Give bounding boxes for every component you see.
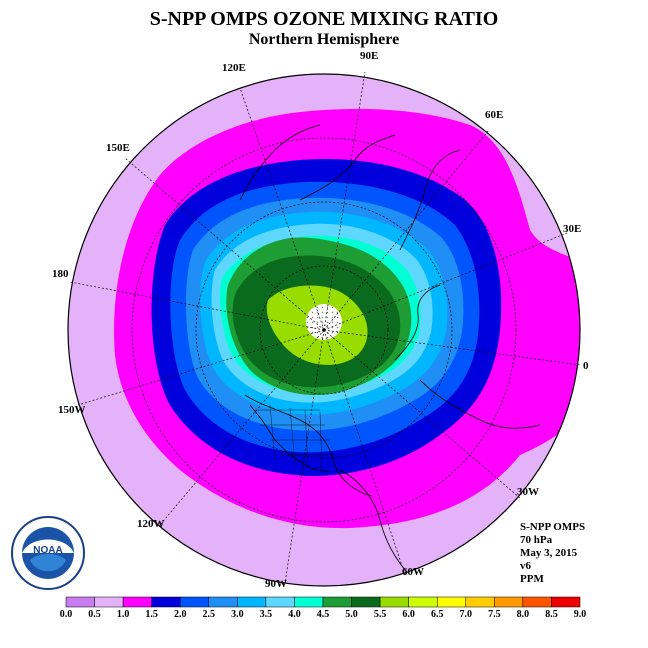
- noaa-logo: NOAA: [11, 516, 85, 590]
- info-instrument: S-NPP OMPS: [520, 521, 586, 533]
- colorbar-tick-label: 9.0: [573, 609, 587, 620]
- colorbar-swatch: [379, 596, 409, 608]
- lon-label-150w: 150W: [58, 404, 86, 416]
- lon-label-90e: 90E: [360, 50, 379, 62]
- colorbar-tick-label: 8.5: [545, 609, 558, 620]
- lon-label-60e: 60E: [485, 109, 504, 121]
- lon-label-30e: 30E: [563, 223, 582, 235]
- info-units: PPM: [520, 573, 544, 585]
- colorbar-tick-label: 1.5: [145, 609, 158, 620]
- graticule: [69, 71, 581, 584]
- colorbar-tick-label: 5.5: [373, 609, 387, 620]
- pole-no-data: [306, 304, 342, 340]
- state-borders: [255, 404, 335, 471]
- colorbar-swatch: [237, 596, 267, 608]
- colorbar-tick-label: 5.0: [345, 609, 358, 620]
- colorbar-swatch: [465, 596, 495, 608]
- colorbar-swatch: [294, 596, 324, 608]
- colorbar-tick-label: 6.5: [430, 609, 444, 620]
- coastlines: [239, 124, 541, 576]
- colorbar-tick-label: 0.0: [59, 609, 73, 620]
- colorbar-tick-label: 4.0: [288, 609, 301, 620]
- lon-label-60w: 60W: [402, 566, 424, 578]
- logo-text: NOAA: [33, 545, 62, 556]
- colorbar-swatch: [322, 596, 352, 608]
- colorbar-tick-label: 2.0: [173, 609, 187, 620]
- info-date: May 3, 2015: [520, 547, 578, 559]
- colorbar-swatch: [94, 596, 124, 608]
- colorbar-tick-label: 3.0: [231, 609, 244, 620]
- colorbar-tick-label: 8.0: [516, 609, 530, 620]
- map-boundary: [67, 73, 581, 587]
- colorbar-swatch: [551, 596, 581, 608]
- colorbar-swatch: [151, 596, 181, 608]
- colorbar-swatch: [351, 596, 381, 608]
- colorbar-swatch: [65, 596, 95, 608]
- map-subtitle: Northern Hemisphere: [248, 31, 400, 48]
- map-title: S-NPP OMPS OZONE MIXING RATIO: [149, 8, 499, 30]
- colorbar-swatch: [522, 596, 552, 608]
- colorbar: [65, 596, 581, 608]
- lon-label-150e: 150E: [106, 142, 130, 154]
- colorbar-swatch: [265, 596, 295, 608]
- colorbar-swatch: [408, 596, 438, 608]
- colorbar-tick-label: 7.0: [459, 609, 473, 620]
- colorbar-tick-label: 1.0: [116, 609, 130, 620]
- colorbar-tick-label: 3.5: [259, 609, 273, 620]
- lon-label-0: 0: [583, 360, 589, 372]
- colorbar-tick-label: 6.0: [402, 609, 415, 620]
- colorbar-swatch: [436, 596, 467, 608]
- colorbar-tick-label: 4.5: [316, 609, 330, 620]
- colorbar-swatch: [208, 596, 238, 608]
- lon-label-180: 180: [52, 268, 69, 280]
- info-version: v6: [520, 560, 531, 572]
- colorbar-swatch: [179, 596, 210, 608]
- info-pressure: 70 hPa: [520, 534, 553, 546]
- colorbar-swatch: [122, 596, 152, 608]
- colorbar-tick-label: 0.5: [88, 609, 101, 620]
- lon-label-120w: 120W: [137, 518, 165, 530]
- info-block: S-NPP OMPS 70 hPa May 3, 2015 v6 PPM: [520, 521, 585, 586]
- colorbar-tick-label: 2.5: [202, 609, 216, 620]
- colorbar-tick-label: 7.5: [488, 609, 501, 620]
- lon-label-90w: 90W: [265, 578, 287, 590]
- lon-label-120e: 120E: [222, 62, 246, 74]
- lon-label-30w: 30W: [517, 486, 539, 498]
- colorbar-swatch: [494, 596, 524, 608]
